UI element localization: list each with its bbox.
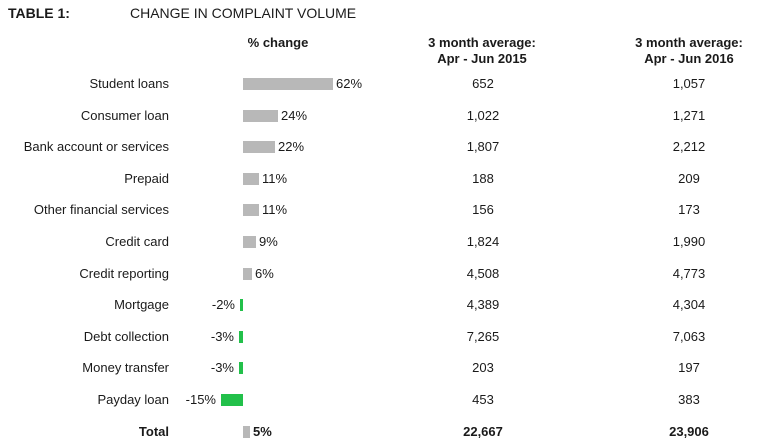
bar-value-label: -3% [210,329,234,344]
avg-2015-value: 203 [472,360,494,375]
avg-2015-value: 7,265 [466,329,500,344]
bar-value-label: -3% [210,360,234,375]
bar-value-label: 22% [278,139,305,154]
avg-2015-header: 3 month average: Apr - Jun 2015 [410,35,554,67]
bar [240,299,243,311]
category-label: Mortgage [114,297,169,312]
category-label: Consumer loan [80,108,169,123]
avg-2016-value: 1,990 [672,234,706,249]
bar [239,331,243,343]
bar [243,78,333,90]
avg-2016-header: 3 month average: Apr - Jun 2016 [618,35,757,67]
bar-value-label: 5% [253,424,272,439]
category-label: Payday loan [97,392,169,407]
bar-value-label: 9% [259,234,278,249]
avg-2015-header-line2: Apr - Jun 2015 [437,51,527,66]
category-label: Credit card [105,234,169,249]
avg-2015-value: 1,807 [466,139,500,154]
avg-2016-value: 2,212 [672,139,706,154]
bar-value-label: 62% [336,76,363,91]
avg-2015-value: 188 [472,171,494,186]
category-label: Credit reporting [79,266,169,281]
bar [243,173,259,185]
avg-2016-header-line1: 3 month average: [635,35,743,50]
table-label: TABLE 1: [8,5,70,21]
pct-change-header: % change [228,35,328,51]
bar-value-label: 6% [255,266,274,281]
category-label: Bank account or services [23,139,169,154]
category-label: Money transfer [82,360,169,375]
avg-2016-value: 1,057 [672,76,706,91]
bar-value-label: -2% [211,297,235,312]
category-label: Debt collection [83,329,169,344]
chart-title: CHANGE IN COMPLAINT VOLUME [130,5,357,21]
bar-value-label: 24% [281,108,308,123]
avg-2015-value: 1,022 [466,108,500,123]
avg-2015-value: 1,824 [466,234,500,249]
avg-2016-value: 173 [678,202,700,217]
avg-2016-value: 7,063 [672,329,706,344]
bar [243,110,278,122]
avg-2015-value: 4,508 [466,266,500,281]
avg-2016-value: 383 [678,392,700,407]
avg-2016-value: 4,304 [672,297,706,312]
avg-2016-value: 209 [678,171,700,186]
avg-2016-value: 23,906 [669,424,709,439]
avg-2016-value: 4,773 [672,266,706,281]
bar [239,362,243,374]
avg-2015-value: 22,667 [463,424,503,439]
category-label: Student loans [89,76,169,91]
bar [243,141,275,153]
bar [243,236,256,248]
category-label: Prepaid [124,171,169,186]
pct-change-header-text: % change [247,35,309,50]
bar [243,268,252,280]
bar-value-label: -15% [185,392,216,407]
avg-2015-value: 652 [472,76,494,91]
bar-value-label: 11% [262,202,288,217]
avg-2016-header-line2: Apr - Jun 2016 [644,51,734,66]
avg-2015-value: 453 [472,392,494,407]
bar [221,394,243,406]
bar-value-label: 11% [262,171,288,186]
avg-2015-value: 4,389 [466,297,500,312]
avg-2016-value: 1,271 [672,108,706,123]
avg-2015-header-line1: 3 month average: [428,35,536,50]
category-label: Total [138,424,169,439]
bar [243,426,250,438]
bar [243,204,259,216]
avg-2015-value: 156 [472,202,494,217]
avg-2016-value: 197 [678,360,700,375]
category-label: Other financial services [33,202,169,217]
